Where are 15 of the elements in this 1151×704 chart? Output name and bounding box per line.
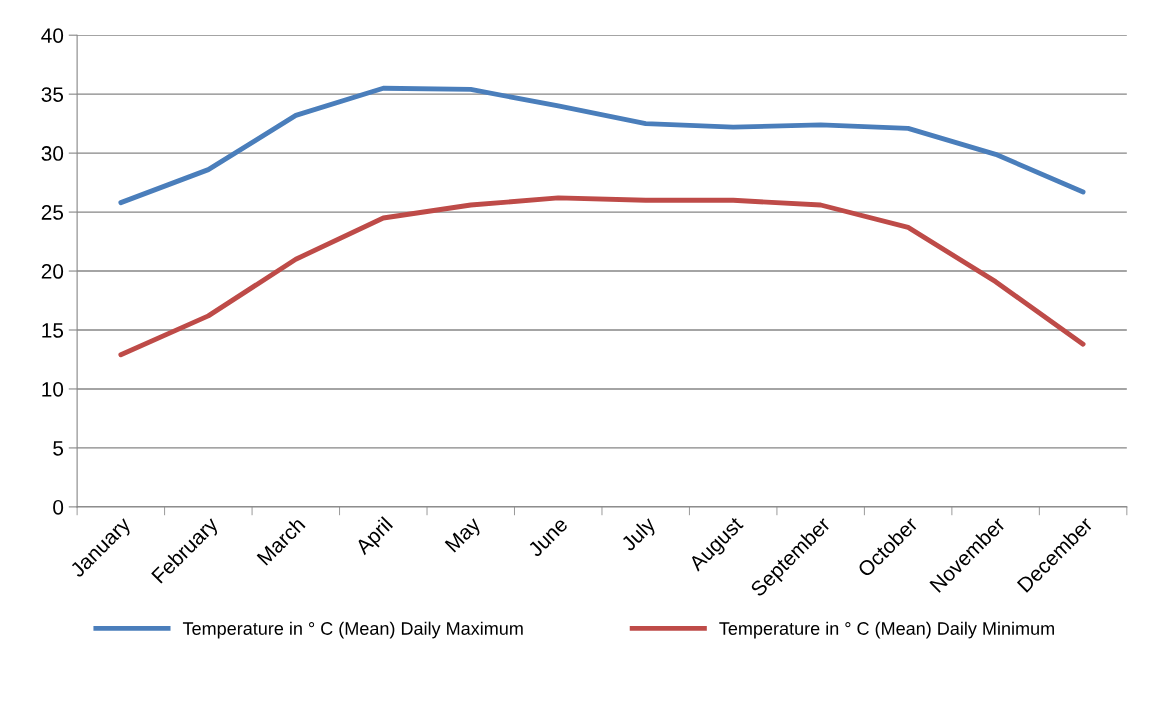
x-tick-label: July [619,515,660,555]
legend-label: Temperature in ° C (Mean) Daily Minimum [719,621,1054,639]
y-tick-label: 30 [41,146,64,161]
y-tick-label: 15 [42,323,64,338]
y-tick-label: 5 [53,441,64,456]
line-series [118,195,1086,358]
y-tick-label: 25 [41,205,64,220]
y-tick-label: 40 [41,28,64,43]
y-tick-label: 35 [41,87,64,102]
y-tick-label: 0 [53,499,64,515]
line-series [118,85,1086,206]
y-tick-label: 20 [41,264,64,279]
y-tick-label: 10 [42,381,64,397]
x-tick-label: May [444,515,485,556]
legend-label: Temperature in ° C (Mean) Daily Maximum [182,621,523,639]
